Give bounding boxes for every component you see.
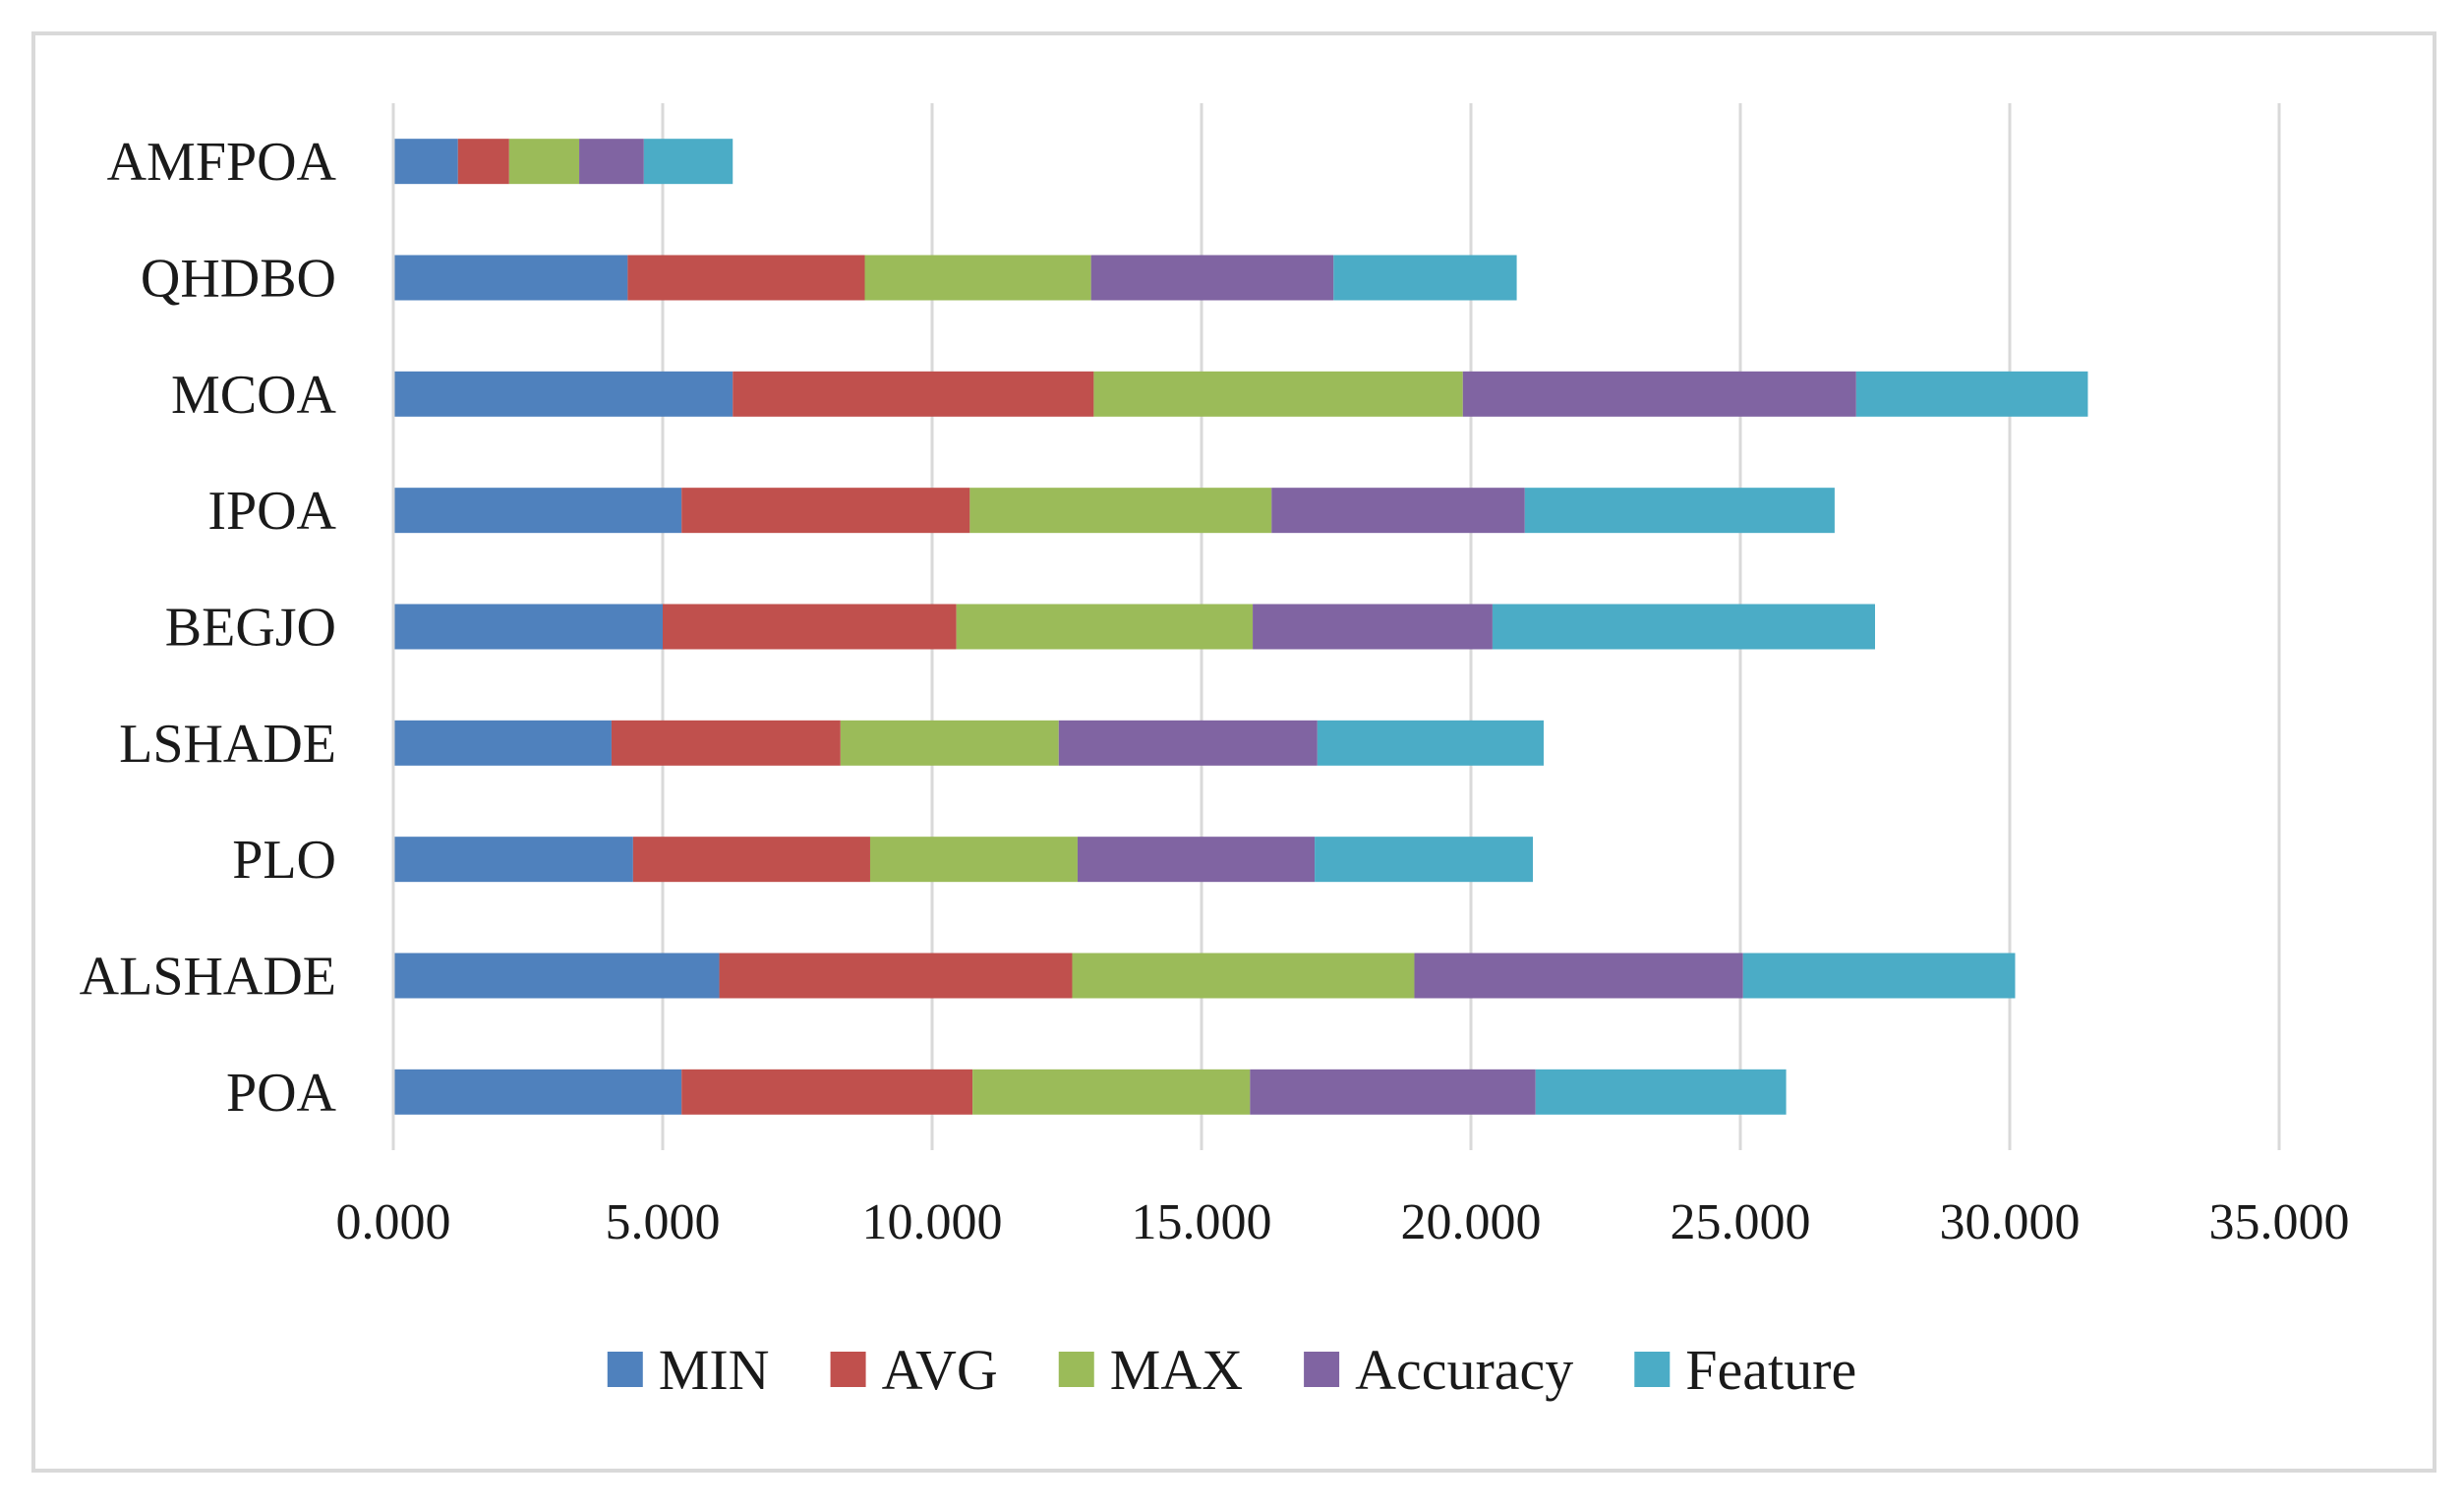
bar-feature-lshade — [1317, 720, 1544, 766]
bar-max-lshade — [840, 720, 1059, 766]
bar-min-alshade — [393, 953, 720, 999]
bar-avg-alshade — [719, 953, 1073, 999]
bar-avg-amfpoa — [457, 139, 509, 185]
x-tick-label: 35.000 — [2209, 1194, 2350, 1250]
bar-min-amfpoa — [393, 139, 458, 185]
category-label: ALSHADE — [80, 947, 336, 1008]
bar-min-lshade — [393, 720, 612, 766]
bar-max-begjo — [956, 604, 1254, 650]
legend: MIN AVG MAX Accuracy Feature — [607, 1338, 1856, 1402]
bar-avg-plo — [632, 837, 870, 883]
x-tick-label: 10.000 — [862, 1194, 1003, 1250]
x-tick-label: 0.000 — [336, 1194, 451, 1250]
bar-feature-ipoa — [1524, 488, 1835, 534]
bar-avg-qhdbo — [627, 255, 865, 301]
bar-accuracy-ipoa — [1271, 488, 1525, 534]
bar-avg-mcoa — [733, 371, 1094, 417]
x-tick-label: 15.000 — [1132, 1194, 1272, 1250]
bar-max-plo — [869, 837, 1078, 883]
bar-feature-mcoa — [1855, 371, 2088, 417]
category-label: IPOA — [207, 481, 336, 542]
bar-accuracy-mcoa — [1462, 371, 1856, 417]
category-label: AMFPOA — [107, 132, 337, 193]
bar-min-poa — [393, 1069, 682, 1115]
bar-min-qhdbo — [393, 255, 628, 301]
bar-accuracy-poa — [1250, 1069, 1536, 1115]
bar-max-amfpoa — [508, 139, 580, 185]
x-tick-label: 5.000 — [606, 1194, 721, 1250]
legend-swatch-feature — [1634, 1352, 1671, 1387]
legend-swatch-accuracy — [1304, 1352, 1340, 1387]
legend-label-accuracy: Accuracy — [1355, 1338, 1573, 1402]
bar-feature-alshade — [1742, 953, 2016, 999]
legend-label-feature: Feature — [1685, 1338, 1856, 1402]
legend-swatch-max — [1058, 1352, 1094, 1387]
bars — [393, 139, 2088, 1115]
legend-label-min: MIN — [659, 1338, 770, 1402]
bar-min-plo — [393, 837, 633, 883]
bar-feature-begjo — [1492, 604, 1875, 650]
bar-accuracy-qhdbo — [1090, 255, 1334, 301]
bar-accuracy-amfpoa — [579, 139, 644, 185]
bar-max-mcoa — [1093, 371, 1463, 417]
bar-accuracy-plo — [1077, 837, 1316, 883]
bar-min-begjo — [393, 604, 663, 650]
axes: 0.000 5.000 10.000 15.000 20.000 25.000 30.000… — [80, 103, 2350, 1250]
bar-accuracy-begjo — [1253, 604, 1493, 650]
bar-max-qhdbo — [864, 255, 1091, 301]
x-tick-label: 30.000 — [1940, 1194, 2081, 1250]
bar-accuracy-alshade — [1414, 953, 1743, 999]
category-label: LSHADE — [119, 714, 336, 775]
legend-swatch-avg — [830, 1352, 866, 1387]
bar-feature-qhdbo — [1333, 255, 1517, 301]
bar-min-ipoa — [393, 488, 682, 534]
bar-max-ipoa — [969, 488, 1272, 534]
bar-avg-ipoa — [681, 488, 970, 534]
bar-min-mcoa — [393, 371, 733, 417]
x-tick-label: 25.000 — [1671, 1194, 1811, 1250]
legend-swatch-min — [607, 1352, 643, 1387]
bar-avg-begjo — [663, 604, 957, 650]
bar-feature-plo — [1315, 837, 1534, 883]
bar-feature-poa — [1535, 1069, 1787, 1115]
legend-label-max: MAX — [1110, 1338, 1243, 1402]
bar-accuracy-lshade — [1058, 720, 1318, 766]
legend-label-avg: AVG — [882, 1338, 998, 1402]
bar-feature-amfpoa — [643, 139, 733, 185]
x-tick-label: 20.000 — [1401, 1194, 1542, 1250]
bar-max-poa — [972, 1069, 1251, 1115]
bar-avg-poa — [681, 1069, 973, 1115]
category-label: BEGJO — [165, 598, 336, 659]
bar-avg-lshade — [611, 720, 841, 766]
category-label: QHDBO — [141, 249, 336, 310]
bar-max-alshade — [1072, 953, 1415, 999]
category-label: PLO — [232, 830, 336, 891]
category-label: POA — [226, 1063, 337, 1124]
category-label: MCOA — [171, 365, 337, 426]
